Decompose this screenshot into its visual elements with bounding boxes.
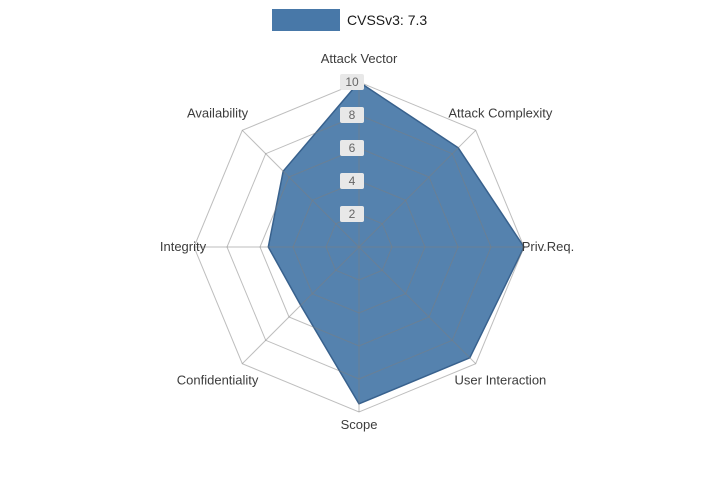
axis-label-scope: Scope — [341, 417, 378, 432]
tick-label: 4 — [349, 174, 356, 188]
axis-label-attack-complexity: Attack Complexity — [448, 106, 553, 121]
tick-label-bg — [340, 74, 364, 90]
axis-label-availability: Availability — [187, 106, 249, 121]
legend-swatch — [272, 9, 340, 31]
tick-label: 6 — [349, 141, 356, 155]
axis-spoke — [358, 129, 477, 248]
tick-label-bg — [340, 107, 364, 123]
axis-label-user-interaction: User Interaction — [455, 372, 547, 387]
axis-spoke — [358, 246, 477, 365]
tick-label: 2 — [349, 207, 356, 221]
axis-spoke — [241, 246, 360, 365]
axis-label-confidentiality: Confidentiality — [177, 372, 259, 387]
axis-label-priv-req-: Priv.Req. — [522, 239, 575, 254]
axis-spoke — [241, 129, 360, 248]
legend-item[interactable]: CVSSv3: 7.3 — [272, 9, 427, 31]
tick-label: 10 — [345, 75, 359, 89]
axis-label-attack-vector: Attack Vector — [321, 51, 398, 66]
tick-label-bg — [340, 206, 364, 222]
tick-label-bg — [340, 173, 364, 189]
axis-label-integrity: Integrity — [160, 239, 207, 254]
tick-label: 8 — [349, 108, 356, 122]
legend-label: CVSSv3: 7.3 — [347, 12, 428, 28]
tick-label-bg — [340, 140, 364, 156]
